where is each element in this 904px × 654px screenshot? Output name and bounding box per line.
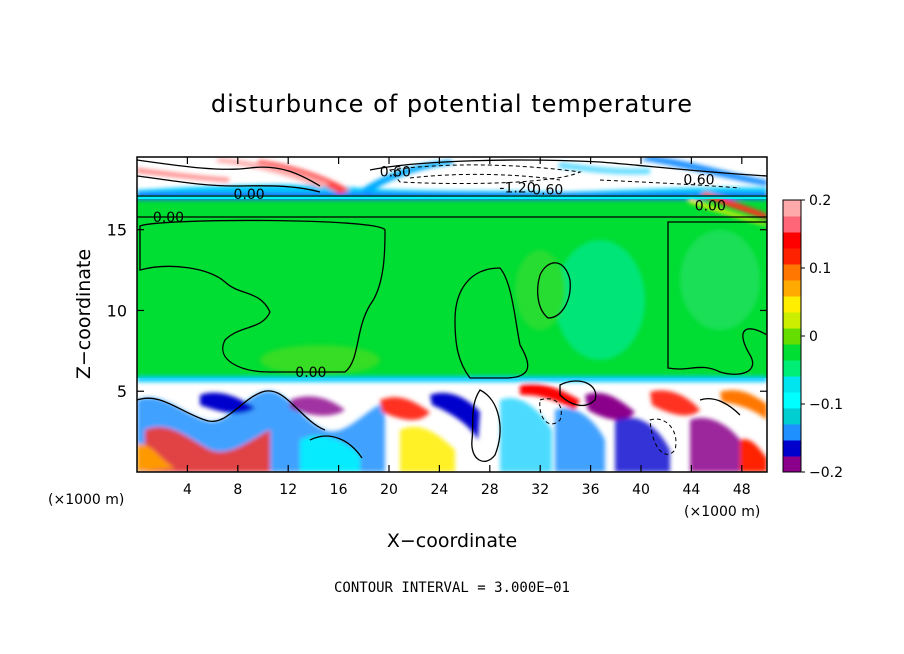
contour-label: 0.00 xyxy=(295,365,326,381)
x-tick-label: 16 xyxy=(330,482,348,498)
x-tick-label: 36 xyxy=(582,482,600,498)
colorbar-swatch xyxy=(783,296,801,313)
colorbar-swatch xyxy=(783,248,801,265)
y-axis-ticks: 5 10 15 xyxy=(107,221,767,401)
x-axis-ticks: 4 8 12 16 20 24 28 32 36 40 44 48 xyxy=(183,157,751,498)
y-tick-label: 5 xyxy=(117,382,127,401)
colorbar-swatch xyxy=(783,328,801,345)
x-tick-label: 28 xyxy=(481,482,499,498)
colorbar xyxy=(782,199,802,473)
x-tick-label: 12 xyxy=(279,482,297,498)
x-tick-label: 24 xyxy=(430,482,448,498)
colorbar-tick-label: 0.2 xyxy=(809,193,831,209)
colorbar-swatch xyxy=(783,200,801,217)
colorbar-tick-label: −0.2 xyxy=(809,465,843,481)
colorbar-swatch xyxy=(783,216,801,233)
colorbar-tick-label: 0.1 xyxy=(809,261,831,277)
y-axis-label: Z−coordinate xyxy=(73,249,95,379)
contour-interval-note: CONTOUR INTERVAL = 3.000E−01 xyxy=(334,580,570,596)
x-tick-label: 44 xyxy=(682,482,700,498)
colorbar-tick-label: −0.1 xyxy=(809,397,843,413)
colorbar-swatch xyxy=(783,360,801,377)
colorbar-swatch xyxy=(783,392,801,409)
x-axis-label: X−coordinate xyxy=(387,530,517,552)
contour-label: 0.00 xyxy=(153,210,184,226)
colorbar-swatch xyxy=(783,312,801,329)
contour-label: 0.00 xyxy=(695,198,726,214)
colorbar-swatch xyxy=(783,408,801,425)
chart-title: disturbunce of potential temperature xyxy=(211,90,693,118)
contour-label: -1.20 xyxy=(499,181,535,197)
x-tick-label: 8 xyxy=(233,482,242,498)
colorbar-swatch xyxy=(783,280,801,297)
x-tick-label: 32 xyxy=(531,482,549,498)
x-axis-unit-label: (×1000 m) xyxy=(48,492,124,508)
colorbar-tick-label: 0 xyxy=(809,329,818,345)
colorbar-swatch xyxy=(783,424,801,441)
colorbar-swatch xyxy=(783,376,801,393)
x-tick-label: 4 xyxy=(183,482,192,498)
contour-label: 0.60 xyxy=(380,165,411,181)
heatmap-field xyxy=(137,157,767,472)
x-tick-label: 40 xyxy=(632,482,650,498)
x-tick-label: 48 xyxy=(733,482,751,498)
colorbar-swatch xyxy=(783,344,801,361)
colorbar-swatch xyxy=(783,456,801,473)
contour-label: 0.00 xyxy=(234,187,265,203)
colorbar-ticks: 0.2 0.1 0 −0.1 −0.2 xyxy=(801,193,843,481)
plot-frame xyxy=(136,156,768,473)
y-tick-label: 15 xyxy=(107,221,127,240)
colorbar-swatch xyxy=(783,440,801,457)
colorbar-swatch xyxy=(783,264,801,281)
contour-labels: 0.600.00 -1.200.600.600.000.000.00 xyxy=(153,165,726,381)
y-tick-label: 10 xyxy=(107,301,127,320)
colorbar-swatch xyxy=(783,232,801,249)
y-axis-unit-label: (×1000 m) xyxy=(684,504,760,520)
x-tick-label: 20 xyxy=(380,482,398,498)
contour-label: 0.60 xyxy=(532,182,563,198)
contour-label: 0.60 xyxy=(683,173,714,189)
